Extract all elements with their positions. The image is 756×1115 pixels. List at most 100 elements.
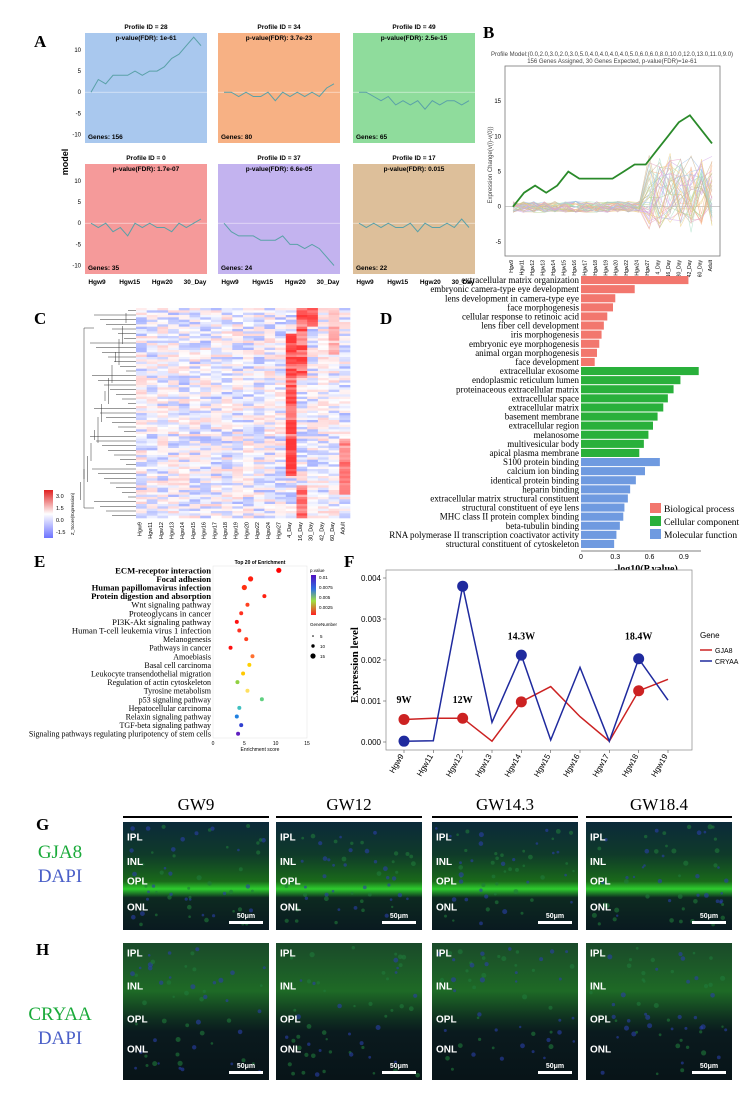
series-point-cryaa xyxy=(633,653,645,665)
heatmap-cell xyxy=(328,371,340,374)
heatmap-cell xyxy=(264,387,276,390)
heatmap-cell xyxy=(200,396,212,400)
heatmap-cell xyxy=(275,366,287,369)
heatmap-cell xyxy=(296,513,308,516)
heatmap-cell xyxy=(285,476,297,479)
heatmap-cell xyxy=(296,359,308,362)
heatmap-cell xyxy=(307,319,319,323)
heatmap-cell xyxy=(146,378,158,381)
heatmap-cell xyxy=(307,445,319,449)
heatmap-cell xyxy=(253,361,265,365)
heatmap-cell xyxy=(221,406,233,409)
go-term-label: lens fiber cell development xyxy=(481,321,579,331)
heatmap-cell xyxy=(285,455,297,458)
heatmap-cell xyxy=(296,315,308,318)
heatmap-cell xyxy=(339,497,351,500)
micrograph-speckle xyxy=(452,919,455,922)
heatmap-cell xyxy=(328,329,340,332)
heatmap-cell xyxy=(178,387,190,390)
heatmap-cell xyxy=(168,350,180,353)
heatmap-cell xyxy=(168,329,180,332)
heatmap-cell xyxy=(200,343,212,346)
micrograph-speckle xyxy=(565,950,569,954)
heatmap-cell xyxy=(232,354,244,358)
heatmap-cell xyxy=(339,373,351,376)
heatmap-cell xyxy=(146,466,158,470)
heatmap-cell xyxy=(243,490,254,493)
heatmap-cell xyxy=(328,436,340,439)
heatmap-cell xyxy=(285,478,297,481)
heatmap-cell xyxy=(178,431,190,435)
micrograph-speckle xyxy=(307,1042,311,1046)
heatmap-cell xyxy=(136,366,147,369)
heatmap-cell xyxy=(136,490,147,493)
heatmap-cell xyxy=(178,308,190,311)
heatmap-cell xyxy=(296,368,308,372)
heatmap-cell xyxy=(168,324,180,327)
micrograph-speckle xyxy=(680,1068,685,1073)
heatmap-cell xyxy=(275,469,287,472)
heatmap-cell xyxy=(339,464,351,467)
micrograph-speckle xyxy=(693,899,698,904)
heatmap-cell xyxy=(210,319,222,323)
micrograph-speckle xyxy=(670,1027,674,1031)
heatmap-cell xyxy=(253,469,265,472)
micrograph-speckle xyxy=(171,847,176,852)
heatmap-cell xyxy=(339,438,351,442)
heatmap-cell xyxy=(178,315,190,318)
heatmap-cell xyxy=(221,389,233,393)
heatmap-cell xyxy=(296,338,308,341)
panel-b-xtick: Hgw20 xyxy=(614,260,620,276)
heatmap-cell xyxy=(136,515,147,519)
heatmap-cell xyxy=(146,333,158,337)
heatmap-cell xyxy=(146,483,158,486)
heatmap-cell xyxy=(168,382,180,386)
heatmap-cell xyxy=(275,308,287,311)
heatmap-cell xyxy=(189,357,201,360)
heatmap-cell xyxy=(200,399,212,402)
heatmap-cell xyxy=(275,368,287,372)
panel-g-stain-label: GJA8 xyxy=(38,842,82,863)
scale-bar-label: 50μm xyxy=(546,913,564,920)
micrograph-speckle xyxy=(130,826,135,831)
heatmap-cell xyxy=(264,445,276,449)
heatmap-cell xyxy=(136,445,147,449)
retina-layer-label: OPL xyxy=(280,1014,301,1025)
heatmap-cell xyxy=(317,371,329,374)
heatmap-cell xyxy=(253,450,265,453)
heatmap-cell xyxy=(168,331,180,334)
heatmap-cell xyxy=(339,492,351,495)
heatmap-cell xyxy=(275,445,287,449)
go-term-label: heparin binding xyxy=(522,484,579,494)
cryaa-micrograph xyxy=(276,943,422,1080)
heatmap-cell xyxy=(178,513,190,516)
heatmap-cell xyxy=(189,345,201,348)
heatmap-cell xyxy=(168,415,180,418)
heatmap-cell xyxy=(189,317,201,320)
go-legend-label: Biological process xyxy=(664,505,735,515)
heatmap-cell xyxy=(275,504,287,507)
micrograph-speckle xyxy=(187,886,191,890)
series-point-gja8 xyxy=(398,713,410,725)
micrograph-speckle xyxy=(686,979,690,984)
micrograph-speckle xyxy=(514,964,518,967)
heatmap-cell xyxy=(168,364,180,367)
heatmap-cell xyxy=(264,322,276,325)
heatmap-cell xyxy=(243,326,254,330)
micrograph-speckle xyxy=(373,860,378,864)
heatmap-cell xyxy=(157,392,169,395)
micrograph-speckle xyxy=(665,844,668,848)
heatmap-cell xyxy=(328,401,340,404)
heatmap-cell xyxy=(189,441,201,444)
heatmap-cell xyxy=(168,436,180,439)
micrograph-speckle xyxy=(389,898,393,901)
heatmap-cell xyxy=(339,317,351,320)
micrograph-speckle xyxy=(540,875,545,880)
micrograph-speckle xyxy=(572,1040,576,1043)
micrograph-speckle xyxy=(381,971,386,975)
heatmap-cell xyxy=(339,366,351,369)
heatmap-cell xyxy=(146,506,158,509)
heatmap-cell xyxy=(136,312,147,316)
micrograph-column-title: GW12 xyxy=(326,795,371,814)
profile-tile-bg xyxy=(85,33,207,143)
